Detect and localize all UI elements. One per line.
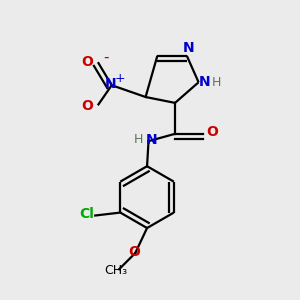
Text: O: O xyxy=(81,55,93,69)
Text: N: N xyxy=(182,41,194,56)
Text: N: N xyxy=(146,133,157,147)
Text: O: O xyxy=(81,99,93,113)
Text: N: N xyxy=(104,77,116,91)
Text: +: + xyxy=(115,72,125,85)
Text: CH₃: CH₃ xyxy=(105,264,128,277)
Text: O: O xyxy=(206,125,218,139)
Text: N: N xyxy=(199,75,211,89)
Text: Cl: Cl xyxy=(79,207,94,221)
Text: H: H xyxy=(134,133,143,146)
Text: -: - xyxy=(103,50,109,65)
Text: O: O xyxy=(128,244,140,259)
Text: H: H xyxy=(212,76,221,89)
